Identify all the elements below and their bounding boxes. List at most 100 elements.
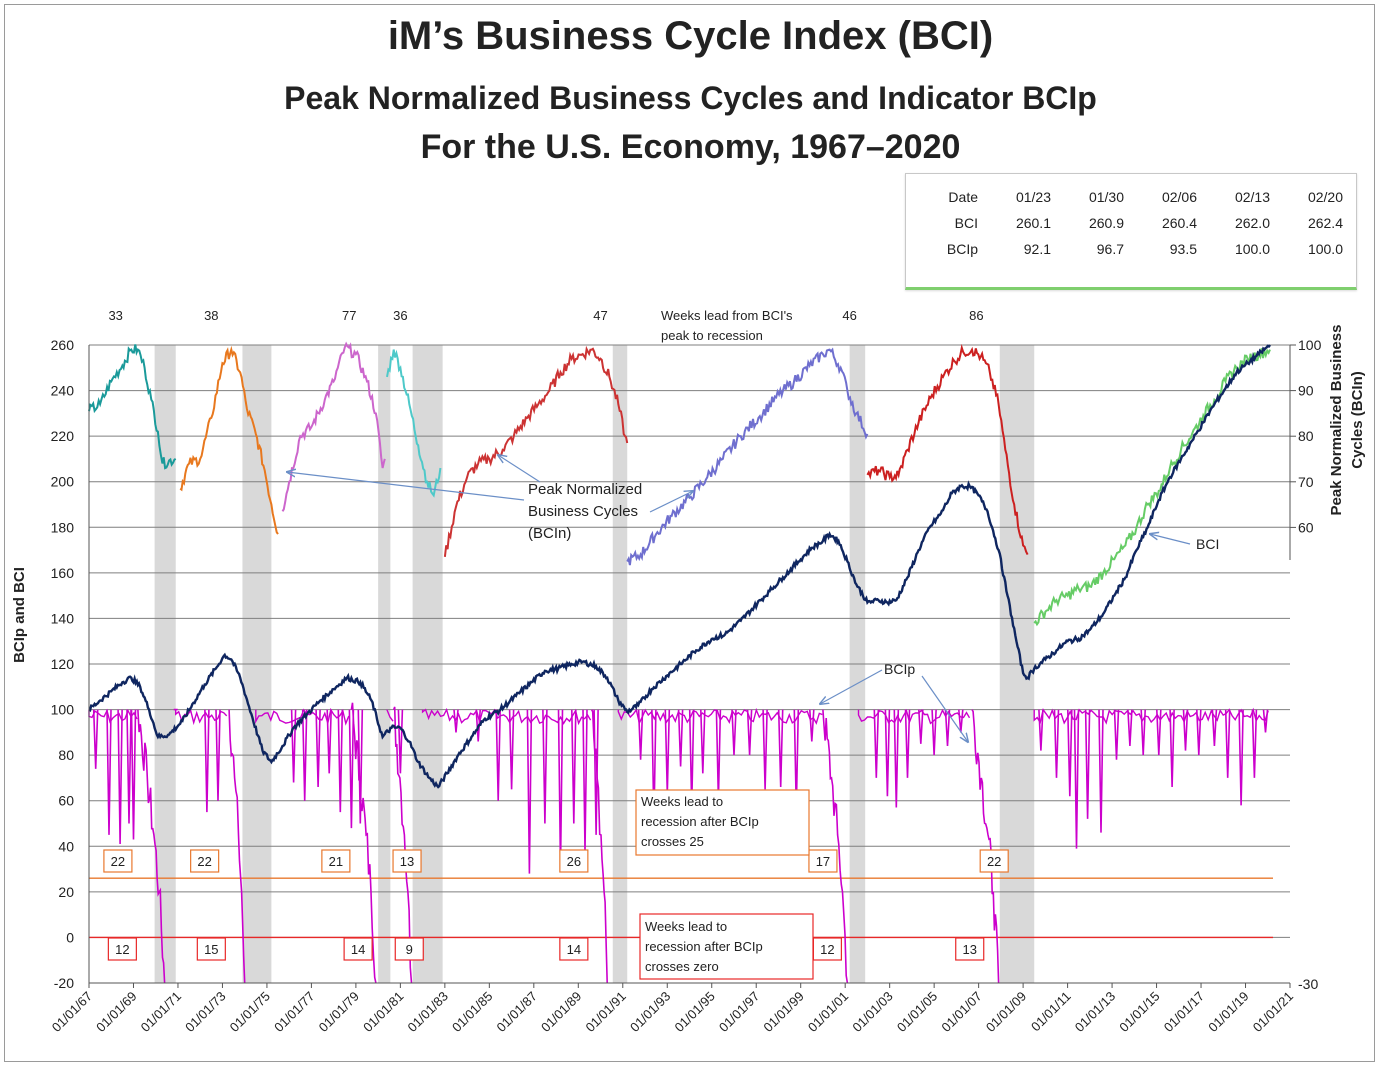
x-tick-label: 01/01/13 bbox=[1072, 989, 1118, 1035]
chart-subtitle-1: Peak Normalized Business Cycles and Indi… bbox=[284, 80, 1097, 116]
peak-lead-note: peak to recession bbox=[661, 328, 763, 343]
chart-title: iM’s Business Cycle Index (BCI) bbox=[387, 14, 994, 58]
chart-subtitle-2: For the U.S. Economy, 1967–2020 bbox=[420, 128, 961, 166]
bcip-fall bbox=[137, 709, 166, 984]
bcip-fall bbox=[822, 709, 849, 984]
table-cell: 100.0 bbox=[1234, 241, 1270, 257]
table-cell: 262.0 bbox=[1234, 215, 1270, 231]
lead-0-label: 13 bbox=[962, 942, 976, 957]
y2-axis-title-line1: Peak Normalized Business bbox=[1328, 325, 1345, 516]
annotation-25-text: Weeks lead to bbox=[641, 794, 723, 809]
bcip-line bbox=[857, 708, 971, 725]
y-tick-label: 200 bbox=[51, 474, 75, 490]
lead-25-label: 17 bbox=[816, 854, 830, 869]
y2-tick-label: 90 bbox=[1298, 383, 1314, 399]
y-tick-label: 0 bbox=[66, 929, 74, 945]
bcip-line bbox=[1033, 707, 1269, 725]
lead-0-label: 9 bbox=[406, 942, 413, 957]
y-tick-label: 260 bbox=[51, 337, 75, 353]
lead-0-label: 12 bbox=[115, 942, 129, 957]
y-tick-label: 220 bbox=[51, 428, 75, 444]
bcin-segment bbox=[179, 345, 279, 535]
table-header-cell: Date bbox=[948, 189, 978, 205]
lead-0-label: 15 bbox=[204, 942, 218, 957]
bcip-line bbox=[88, 708, 138, 724]
x-tick-label: 01/01/07 bbox=[938, 989, 984, 1035]
lead-25-label: 13 bbox=[400, 854, 414, 869]
lead-25-label: 26 bbox=[567, 854, 581, 869]
x-tick-label: 01/01/73 bbox=[182, 989, 228, 1035]
table-row: BCI 260.1 260.9 260.4 262.0 262.4 bbox=[916, 210, 1343, 236]
x-tick-label: 01/01/85 bbox=[449, 989, 495, 1035]
bcin-callout-text: Business Cycles bbox=[528, 503, 638, 520]
table-cell: 93.5 bbox=[1169, 241, 1197, 257]
bcin-segment bbox=[626, 347, 869, 566]
y-tick-label: 60 bbox=[58, 793, 74, 809]
table-header-cell: 01/23 bbox=[1015, 189, 1051, 205]
y-tick-label: -20 bbox=[54, 975, 74, 991]
y2-tick-label: 70 bbox=[1298, 474, 1314, 490]
x-tick-label: 01/01/87 bbox=[494, 989, 540, 1035]
lead-25-box bbox=[103, 849, 133, 873]
table-cell: 96.7 bbox=[1096, 241, 1124, 257]
x-tick-label: 01/01/01 bbox=[805, 989, 851, 1035]
table-header-cell: 01/30 bbox=[1088, 189, 1124, 205]
x-tick-label: 01/01/05 bbox=[894, 989, 940, 1035]
annotation-0-text: Weeks lead to bbox=[645, 919, 727, 934]
bcin-series bbox=[88, 341, 1271, 627]
lead-0-box bbox=[394, 937, 424, 961]
bcin-segment bbox=[281, 341, 386, 512]
table-cell: 260.9 bbox=[1088, 215, 1124, 231]
table-row-label: BCI bbox=[954, 215, 978, 231]
x-tick-label: 01/01/15 bbox=[1116, 989, 1162, 1035]
annotations: 33 38 77 36 47 46 86 Weeks lead from BCI's peak … bbox=[103, 308, 1219, 980]
annotation-0-text: crosses zero bbox=[645, 959, 719, 974]
lead-25-box bbox=[808, 849, 838, 873]
table-cell: 260.1 bbox=[1015, 215, 1051, 231]
x-tick-label: 01/01/75 bbox=[227, 989, 273, 1035]
x-tick-label: 01/01/89 bbox=[538, 989, 584, 1035]
lead-0-box bbox=[343, 937, 373, 961]
lead-0-box bbox=[107, 937, 137, 961]
y2-tick-label: 80 bbox=[1298, 428, 1314, 444]
lead-25-box bbox=[392, 849, 422, 873]
latest-values-table: Date 01/23 01/30 02/06 02/13 02/20 BCI 2… bbox=[905, 173, 1357, 290]
x-tick-label: 01/01/09 bbox=[983, 989, 1029, 1035]
peak-lead-note: Weeks lead from BCI's bbox=[661, 308, 793, 323]
annotation-25-text: crosses 25 bbox=[641, 834, 704, 849]
table-header-cell: 02/20 bbox=[1307, 189, 1343, 205]
y-tick-label: 80 bbox=[58, 747, 74, 763]
lead-25-label: 22 bbox=[987, 854, 1001, 869]
y-axis-title: BCIp and BCI bbox=[11, 567, 28, 663]
x-tick-label: 01/01/99 bbox=[760, 989, 806, 1035]
lead-25-box bbox=[559, 849, 589, 873]
x-tick-label: 01/01/81 bbox=[360, 989, 406, 1035]
lead-25-box bbox=[321, 849, 351, 873]
x-tick-label: 01/01/71 bbox=[138, 989, 184, 1035]
lead-25-label: 22 bbox=[111, 854, 125, 869]
bcip-fall bbox=[971, 709, 1000, 984]
table-header-row: Date 01/23 01/30 02/06 02/13 02/20 bbox=[916, 184, 1343, 210]
bcip-series bbox=[88, 702, 1269, 984]
y-tick-label: 20 bbox=[58, 884, 74, 900]
y-tick-label: 120 bbox=[51, 656, 75, 672]
x-tick-label: 01/01/79 bbox=[316, 989, 362, 1035]
peak-lead-weeks-label: 47 bbox=[593, 308, 607, 323]
annotation-25-box bbox=[635, 789, 810, 856]
peak-lead-weeks-label: 36 bbox=[393, 308, 407, 323]
bcin-callout-text: Peak Normalized bbox=[528, 481, 642, 498]
x-tick-label: 01/01/95 bbox=[671, 989, 717, 1035]
x-tick-label: 01/01/91 bbox=[583, 989, 629, 1035]
bci-callout-text: BCI bbox=[1196, 536, 1219, 552]
table-cell: 100.0 bbox=[1307, 241, 1343, 257]
annotation-25-text: recession after BCIp bbox=[641, 814, 759, 829]
bcip-line bbox=[255, 707, 350, 726]
x-tick-label: 01/01/77 bbox=[271, 989, 317, 1035]
y-tick-label: 100 bbox=[51, 702, 75, 718]
lead-0-box bbox=[196, 937, 226, 961]
bcip-fall bbox=[590, 709, 608, 984]
bcin-segment bbox=[866, 343, 1029, 556]
table-row-label: BCIp bbox=[946, 241, 978, 257]
table-header-cell: 02/13 bbox=[1234, 189, 1270, 205]
